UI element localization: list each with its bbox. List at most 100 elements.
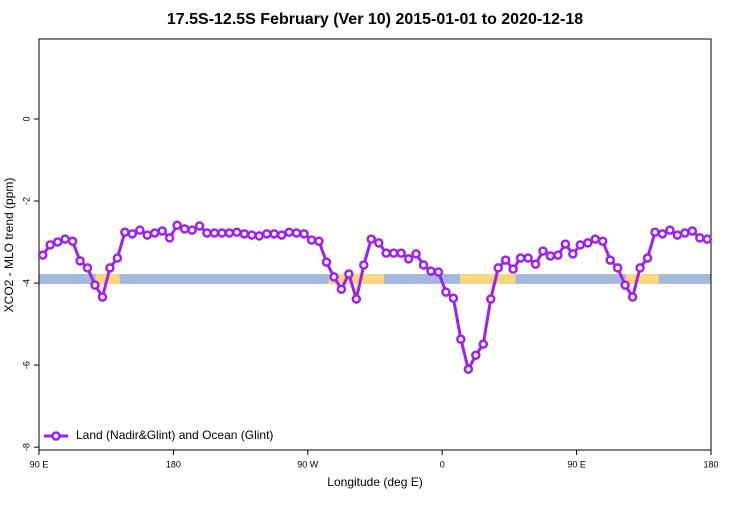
data-point [523,253,533,263]
data-point [448,293,459,303]
x-tick-label: 90 W [297,459,319,469]
data-point [336,284,347,294]
data-point [120,227,130,237]
data-point [299,229,309,239]
x-axis-label: Longitude (deg E) [327,475,422,489]
data-point [635,263,645,273]
data-point [560,239,571,249]
data-point [321,257,332,267]
data-point [381,248,391,258]
data-point [224,228,235,238]
data-point [545,251,556,261]
legend-marker [51,431,61,441]
data-point [418,260,429,270]
data-point [396,248,406,258]
data-point [344,269,354,279]
data-point [60,234,70,244]
data-point [90,280,100,290]
data-point [254,231,265,241]
plot-frame [38,38,712,451]
data-point [515,253,526,263]
data-point [485,294,496,304]
x-tick-label: 0 [440,459,445,469]
data-point [530,259,541,269]
x-tick-label: 180 [703,459,718,469]
y-tick-label: 0 [21,116,31,121]
data-point [97,292,108,302]
data-point [329,272,339,282]
data-point [575,240,586,250]
data-point [680,228,690,238]
data-point [695,233,705,243]
land-band [625,274,659,284]
data-point [82,263,93,273]
data-point [650,227,660,237]
y-tick-label: -8 [21,443,31,451]
land-band [460,274,516,284]
data-point [672,230,683,240]
data-point [164,233,175,243]
data-point [45,240,55,250]
data-point [187,225,197,235]
series-line [41,223,708,374]
data-point [553,250,563,260]
data-point [500,255,511,265]
y-axis-label: XCO2 - MLO trend (ppm) [2,178,16,313]
land-band [328,274,384,284]
data-point [433,267,444,277]
data-point [568,249,578,259]
data-point [627,292,638,302]
data-point [276,230,287,240]
data-point [657,229,668,239]
data-point [403,254,414,264]
data-point [209,228,220,238]
data-point [239,229,250,239]
data-point [291,228,302,238]
data-point [67,236,78,246]
data-point [135,225,145,235]
data-point [105,263,115,273]
data-point [202,228,212,238]
data-point [232,227,242,237]
data-point [52,237,63,247]
data-point [194,221,205,231]
data-point [687,226,698,236]
data-point [605,255,615,265]
data-point [373,238,384,248]
data-point [620,280,630,290]
data-point [172,220,182,230]
data-point [702,234,713,244]
y-tick-label: -4 [21,279,31,287]
x-tick-label: 90 E [567,459,586,469]
data-point [583,238,593,248]
chart-title: 17.5S-12.5S February (Ver 10) 2015-01-01… [167,11,583,28]
data-point [493,263,503,273]
data-point [269,229,279,239]
data-point [538,246,548,256]
x-tick-label: 90 E [30,459,49,469]
y-tick-label: -2 [21,197,31,205]
data-point [590,234,601,244]
data-point [314,236,324,246]
data-point [306,235,317,245]
data-point [642,253,653,263]
data-point [75,256,85,266]
data-point [411,249,421,259]
data-point [388,248,399,258]
data-point [37,250,48,260]
y-tick-label: -6 [21,361,31,369]
data-point [441,287,451,297]
data-point [112,253,123,263]
data-point [179,224,190,234]
data-point [665,225,675,235]
data-point [149,228,160,238]
data-point [247,230,257,240]
data-point [351,294,362,304]
data-point [261,229,272,239]
data-point [456,334,466,345]
x-tick-label: 180 [166,459,181,469]
legend-label: Land (Nadir&Glint) and Ocean (Glint) [76,428,273,442]
data-point [359,260,369,270]
data-point [508,264,518,274]
